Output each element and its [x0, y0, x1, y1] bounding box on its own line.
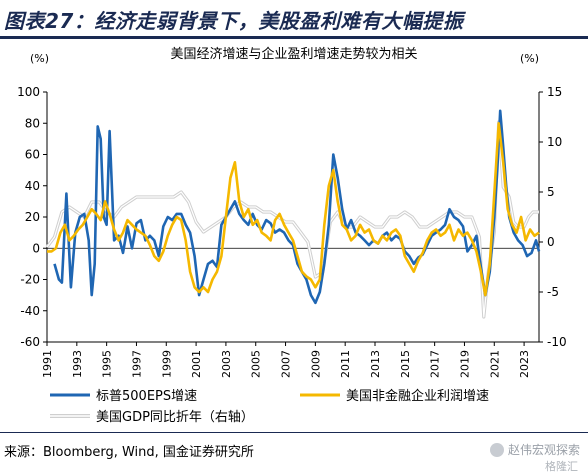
- legend-item-profit-label: 美国非金融企业利润增速: [346, 388, 489, 404]
- figure-title: 图表27：经济走弱背景下，美股盈利难有大幅提振: [4, 9, 464, 33]
- left-axis-unit: (%): [30, 52, 49, 65]
- series-line-gdp: [46, 121, 539, 318]
- right-tick-label: 10: [547, 135, 562, 149]
- left-tick-label: 60: [25, 148, 40, 162]
- x-tick-label: 2009: [309, 350, 322, 378]
- legend-item-gdp-label: 美国GDP同比折年（右轴）: [96, 410, 254, 425]
- x-tick-label: 2007: [280, 350, 293, 378]
- source-note: 来源：Bloomberg, Wind, 国金证券研究所: [4, 445, 254, 460]
- left-tick-label: 20: [25, 210, 40, 224]
- x-tick-label: 1997: [130, 350, 143, 378]
- axes: 100 80 60 40 20 0 -20 -40 -60 15 10 5 0 -5 -10 1991 1993…: [17, 85, 567, 378]
- chart: 美国经济增速与企业盈利增速走势较为相关 (%) (%) 100806040200…: [17, 46, 567, 425]
- x-tick-label: 2017: [429, 350, 442, 378]
- right-tick-label: -10: [547, 335, 567, 349]
- x-tick-label: 2003: [220, 350, 233, 378]
- series-line-profit: [47, 122, 540, 297]
- series-line-gdp-halo: [45, 120, 539, 319]
- x-tick-label: 2011: [339, 350, 352, 378]
- bottom-rule: [0, 432, 588, 433]
- x-tick-label: 2013: [369, 350, 382, 378]
- x-tick-label: 1999: [160, 350, 173, 378]
- left-tick-label: -20: [20, 273, 40, 287]
- watermark-text: 赵伟宏观探索: [507, 443, 580, 457]
- watermark: 赵伟宏观探索: [489, 441, 580, 458]
- right-tick-label: 0: [547, 235, 555, 249]
- right-tick-label: 15: [547, 85, 562, 99]
- legend-item-eps-label: 标普500EPS增速: [96, 389, 197, 404]
- series-line-eps: [53, 109, 541, 305]
- left-tick-label: 40: [25, 179, 40, 193]
- left-tick-label: 0: [32, 241, 40, 255]
- right-tick-label: -5: [547, 285, 559, 299]
- left-tick-label: -40: [20, 304, 40, 318]
- right-tick-label: 5: [547, 185, 555, 199]
- x-tick-label: 2001: [190, 350, 203, 378]
- left-tick-label: 80: [25, 116, 40, 130]
- title-rule: [0, 36, 588, 39]
- x-tick-label: 2021: [488, 350, 501, 378]
- right-axis-unit: (%): [520, 52, 539, 65]
- x-tick-label: 2019: [458, 350, 471, 378]
- x-tick-label: 1991: [41, 350, 54, 378]
- left-tick-label: 100: [17, 85, 40, 99]
- x-tick-label: 2005: [250, 350, 263, 378]
- x-tick-label: 2023: [518, 350, 531, 378]
- chart-title: 美国经济增速与企业盈利增速走势较为相关: [170, 46, 417, 62]
- left-tick-label: -60: [20, 335, 40, 349]
- x-tick-label: 2015: [399, 350, 412, 378]
- wechat-icon: [489, 442, 504, 457]
- x-tick-label: 1995: [101, 350, 114, 378]
- x-tick-label: 1993: [71, 350, 84, 378]
- series-layer: [45, 109, 541, 319]
- watermark-sub: 格隆汇: [545, 460, 578, 473]
